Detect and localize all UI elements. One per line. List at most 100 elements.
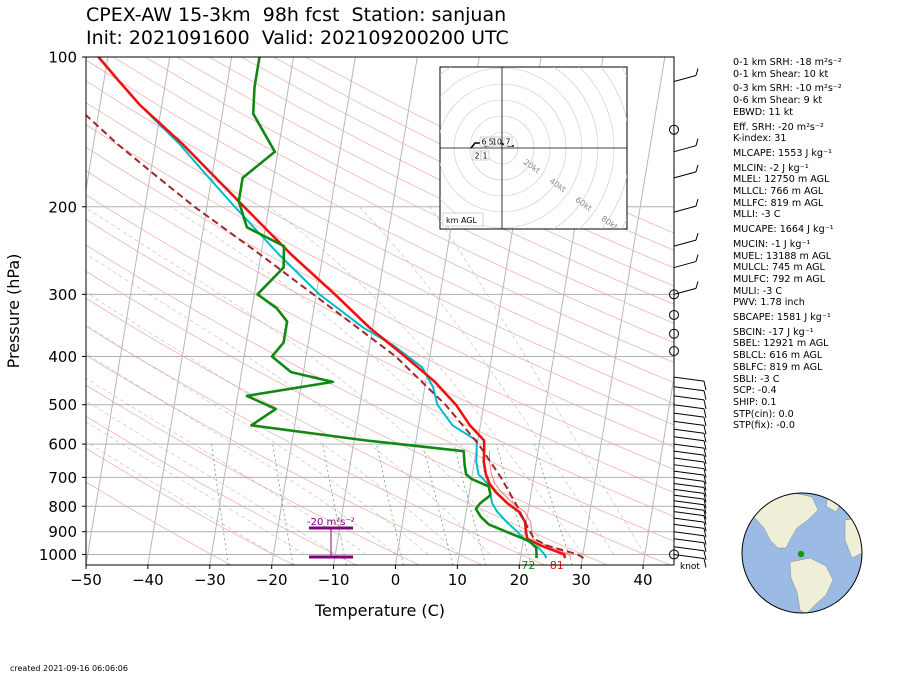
- wind-barb-staff: [673, 511, 705, 517]
- index-line: 0-6 km Shear: 9 kt: [733, 95, 823, 107]
- mixing-ratio-line: [211, 444, 229, 565]
- wind-barb-staff: [673, 239, 697, 247]
- wind-barb-flag: [703, 487, 707, 497]
- index-line: 0-3 km SRH: -10 m²s⁻²: [733, 83, 842, 95]
- index-line: MUCAPE: 1664 J kg⁻¹: [733, 224, 834, 236]
- hodograph-height-label: 5: [489, 138, 494, 147]
- isotherm-line: [333, 57, 418, 565]
- hodograph-label-box: [442, 212, 484, 227]
- wind-barb-flag: [703, 515, 707, 525]
- y-tick-label: 600: [48, 436, 77, 454]
- wind-barb-staff: [673, 457, 705, 463]
- index-line: SCP: -0.4: [733, 385, 777, 397]
- calm-wind-circle: [669, 346, 679, 357]
- dry-adiabat: [86, 384, 420, 565]
- wind-barb-staff: [673, 287, 697, 295]
- x-tick-label: 30: [572, 571, 591, 589]
- temperature-line: [97, 57, 567, 559]
- index-line: SBLFC: 819 m AGL: [733, 361, 823, 373]
- moist-adiabat: [86, 207, 522, 555]
- isotherm-line: [642, 374, 674, 565]
- isotherm-line: [86, 57, 109, 193]
- x-tick-label: −50: [70, 571, 102, 589]
- isotherm-line: [147, 57, 233, 565]
- wind-barb-flag: [703, 510, 707, 520]
- y-tick-label: 100: [48, 49, 77, 67]
- index-line: MLLFC: 819 m AGL: [733, 197, 824, 209]
- dry-adiabat: [86, 147, 674, 448]
- index-line: Eff. SRH: -20 m²s⁻²: [733, 121, 824, 133]
- parcel-line: [86, 113, 585, 559]
- moist-adiabat: [268, 206, 584, 555]
- chart-title-line2: Init: 2021091600 Valid: 202109200200 UTC: [86, 27, 509, 49]
- wind-barb-flag: [703, 542, 707, 552]
- wind-barb-staff: [673, 261, 697, 269]
- wind-barb-flag: [703, 493, 707, 503]
- wind-barb-flag: [703, 550, 707, 560]
- index-line: MUEL: 13188 m AGL: [733, 250, 832, 262]
- dry-adiabat: [86, 219, 674, 517]
- mixing-ratio-line: [376, 444, 404, 565]
- index-line: MUCIN: -1 J kg⁻¹: [733, 238, 811, 250]
- index-line: SBLI: -3 C: [733, 373, 780, 385]
- dry-adiabat: [86, 124, 674, 426]
- wind-barb-staff: [673, 386, 705, 392]
- index-line: MULI: -3 C: [733, 285, 783, 297]
- hodograph-height-label: 2: [475, 152, 480, 161]
- wind-barb-staff: [673, 505, 705, 511]
- dry-adiabat: [86, 354, 483, 565]
- effective-srh-label: -20 m²s⁻²: [307, 517, 355, 528]
- index-line: EBWD: 11 kt: [733, 106, 794, 118]
- wind-barb-flag: [695, 233, 699, 241]
- moist-adiabat: [170, 206, 553, 555]
- mixing-ratio-line: [453, 444, 487, 565]
- wind-barb-flag: [695, 164, 699, 173]
- x-tick-label: −20: [256, 571, 288, 589]
- y-tick-label: 400: [48, 348, 77, 366]
- wind-barb-staff: [673, 517, 705, 523]
- wind-barb-flag: [703, 447, 707, 458]
- wind-barb-flag: [703, 455, 707, 465]
- plot-frame: [85, 56, 675, 566]
- wind-barb-flag: [695, 68, 699, 76]
- index-line: K-index: 31: [733, 133, 787, 145]
- wind-barb-flag: [703, 417, 707, 427]
- hodograph-height-box: [480, 150, 490, 161]
- y-tick-label: 300: [48, 286, 77, 304]
- mixing-ratio-line: [322, 444, 347, 565]
- moist-adiabat: [86, 253, 491, 555]
- wind-barbs: [669, 68, 707, 568]
- index-line: SBLCL: 616 m AGL: [733, 350, 823, 362]
- isotherm-line: [209, 57, 294, 565]
- hodograph-label: km AGL: [446, 216, 478, 225]
- index-line: STP(fix): -0.0: [733, 420, 795, 432]
- calm-wind-circle: [669, 124, 679, 135]
- x-tick-label: 0: [391, 571, 401, 589]
- wind-barb-flag: [703, 535, 707, 545]
- wind-barb-staff: [673, 523, 705, 529]
- wind-barb-flag: [703, 528, 707, 538]
- wind-barb-flag: [703, 399, 707, 409]
- sounding-indices: 0-1 km SRH: -18 m²s⁻² 0-1 km Shear: 10 kt…: [733, 57, 842, 432]
- wetbulb-line: [97, 57, 548, 559]
- dry-adiabat: [176, 57, 674, 305]
- index-line: MLCIN: -2 J kg⁻¹: [733, 162, 809, 174]
- wind-barb-flag: [695, 198, 699, 207]
- x-tick-label: −10: [318, 571, 350, 589]
- wind-barb-staff: [673, 500, 705, 506]
- dry-adiabat: [112, 57, 674, 344]
- index-line: SHIP: 0.1: [733, 396, 777, 408]
- dry-adiabat: [86, 270, 671, 565]
- wind-barb-flag: [703, 380, 707, 391]
- index-line: MULCL: 745 m AGL: [733, 262, 825, 274]
- wind-barb-staff: [673, 482, 705, 488]
- moist-adiabat: [86, 421, 305, 555]
- index-line: SBCIN: -17 J kg⁻¹: [733, 326, 814, 338]
- calm-wind-circle: [669, 289, 679, 300]
- index-line: MLLI: -3 C: [733, 209, 781, 221]
- calm-wind-circle: [669, 309, 679, 320]
- moist-adiabat: [86, 324, 429, 555]
- moist-adiabat: [359, 206, 615, 555]
